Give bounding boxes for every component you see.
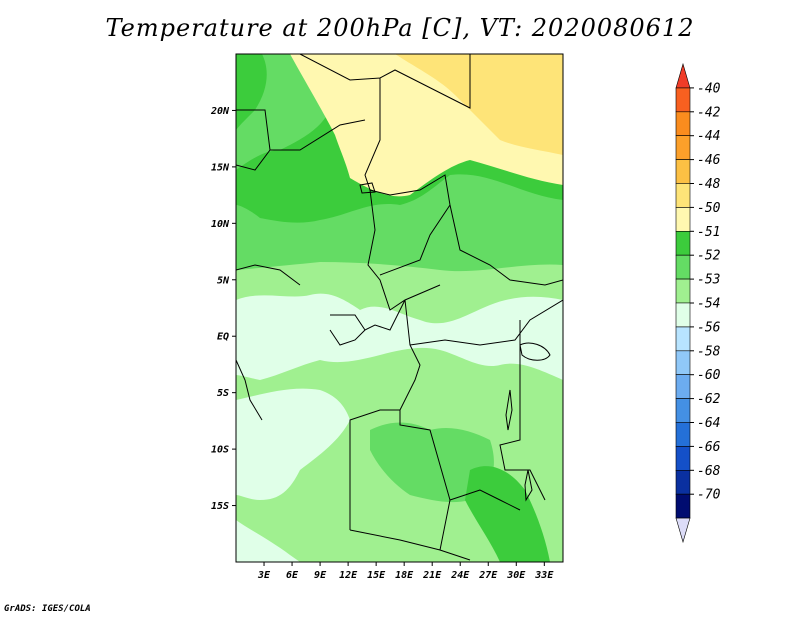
- colorbar-label: -66: [697, 440, 721, 455]
- lon-tick-label: 24E: [450, 570, 470, 581]
- colorbar-segment: [675, 470, 691, 495]
- lat-tick-label: EQ: [217, 332, 229, 343]
- colorbar-label: -64: [697, 416, 720, 431]
- colorbar-segment: [675, 62, 691, 89]
- lon-tick-label: 30E: [506, 570, 526, 581]
- colorbar-label: -40: [697, 81, 721, 96]
- lon-tick-label: 15E: [367, 570, 386, 581]
- lat-tick-label: 10N: [211, 219, 230, 230]
- colorbar-segment: [675, 231, 691, 256]
- colorbar-segment: [675, 398, 691, 423]
- colorbar-label: -42: [697, 105, 721, 120]
- lon-tick-label: 9E: [314, 570, 327, 581]
- colorbar-label: -68: [697, 464, 721, 479]
- colorbar-segment: [675, 302, 691, 328]
- lat-tick-label: 5N: [217, 275, 230, 286]
- colorbar-label: -56: [697, 320, 721, 335]
- temperature-field: [236, 54, 563, 562]
- colorbar-label: -46: [697, 153, 721, 168]
- colorbar-label: -62: [697, 392, 721, 407]
- lake-tanganyika: [505, 389, 513, 431]
- field-coast-54: [236, 293, 563, 380]
- colorbar-segment: [675, 517, 691, 544]
- colorbar-segment: [675, 493, 691, 519]
- lat-tick-label: 15S: [211, 501, 229, 512]
- lon-tick-label: 18E: [395, 570, 414, 581]
- lat-tick-label: 20N: [210, 106, 230, 117]
- colorbar-segment: [675, 207, 691, 232]
- colorbar-segment: [675, 254, 691, 280]
- lon-tick-label: 21E: [422, 570, 442, 581]
- colorbar-segment: [675, 111, 691, 136]
- colorbar-label: -44: [697, 129, 720, 144]
- colorbar-segment: [675, 278, 691, 304]
- colorbar-segment: [675, 326, 691, 352]
- colorbar-segment: [675, 350, 691, 375]
- colorbar-segment: [675, 183, 691, 208]
- border-lines: [236, 54, 563, 561]
- colorbar: -40 -42 -44 -46 -48 -50 -51 -52 -53 -54 -56 -58 -60 -…: [675, 62, 721, 544]
- map-title: Temperature at 200hPa [C], VT: 202008061…: [105, 14, 695, 42]
- lat-tick-label: 15N: [211, 162, 230, 173]
- field-sahara-48: [395, 54, 563, 155]
- colorbar-label: -53: [697, 273, 720, 288]
- colorbar-label: -60: [697, 368, 721, 383]
- field-sahel-patch: [236, 54, 267, 130]
- colorbar-label: -52: [697, 249, 721, 264]
- colorbar-label: -70: [697, 488, 721, 503]
- lat-ticks: 20N 15N 10N 5N EQ 5S 10S 15S: [210, 106, 236, 512]
- lon-tick-label: 12E: [339, 570, 358, 581]
- lon-tick-label: 27E: [478, 570, 498, 581]
- colorbar-segment: [675, 374, 691, 399]
- lon-tick-label: 6E: [286, 570, 299, 581]
- credit-text: GrADS: IGES/COLA: [4, 604, 91, 614]
- colorbar-segment: [675, 422, 691, 447]
- colorbar-label: -51: [697, 225, 720, 240]
- lat-tick-label: 5S: [217, 388, 229, 399]
- colorbar-segment: [675, 159, 691, 184]
- field-atlantic-56: [236, 388, 350, 500]
- country-borders: [236, 54, 563, 561]
- colorbar-segment: [675, 446, 691, 471]
- lon-ticks: 3E 6E 9E 12E 15E 18E 21E 24E 27E 30E 33E: [257, 562, 554, 581]
- field-southwest-54: [236, 520, 300, 562]
- lake-victoria: [519, 342, 551, 361]
- lat-tick-label: 10S: [211, 445, 229, 456]
- colorbar-segment: [675, 135, 691, 160]
- field-interior-52: [370, 422, 494, 503]
- map-frame: [235, 53, 564, 563]
- lon-tick-label: 33E: [534, 570, 554, 581]
- colorbar-label: -58: [697, 344, 721, 359]
- lake-chad: [359, 182, 376, 194]
- lake-malawi: [524, 469, 533, 502]
- colorbar-segment: [675, 87, 691, 113]
- colorbar-label: -48: [697, 177, 721, 192]
- field-southeast-51: [465, 466, 550, 562]
- lon-tick-label: 3E: [257, 570, 271, 581]
- colorbar-label: -54: [697, 297, 720, 312]
- colorbar-label: -50: [697, 201, 721, 216]
